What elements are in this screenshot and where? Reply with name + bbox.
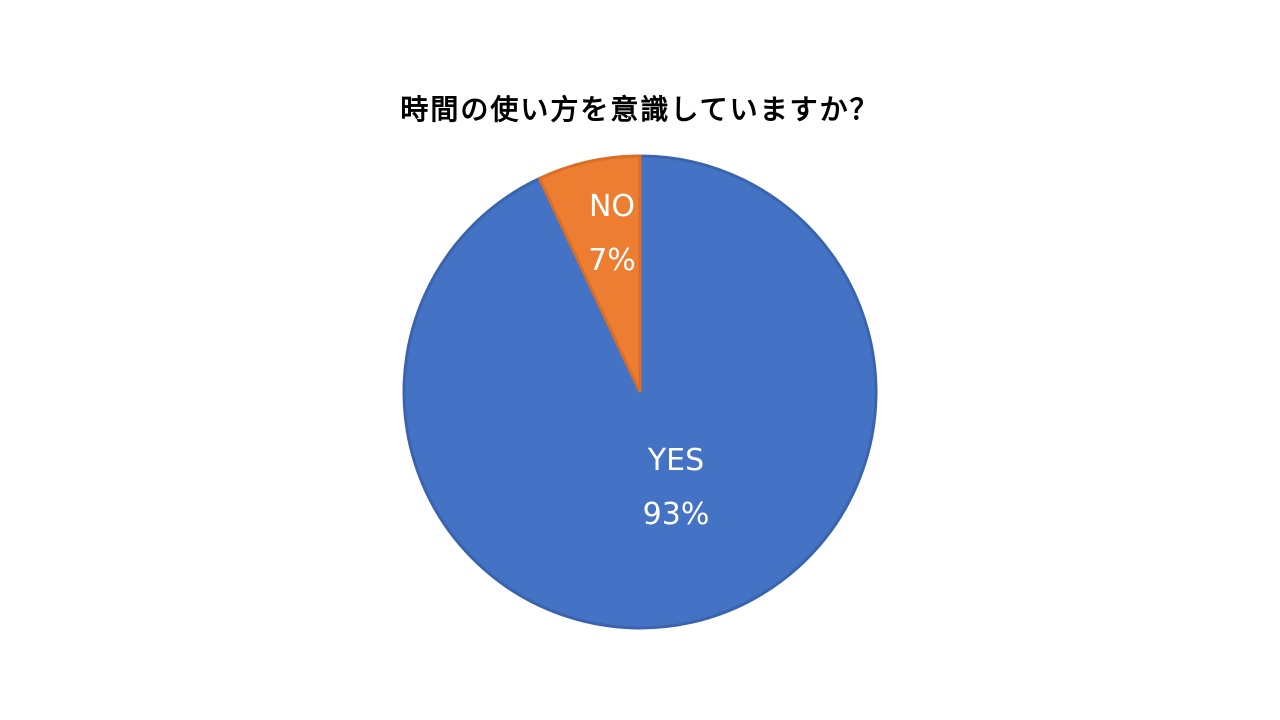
slice-label-no: NO [589, 189, 635, 224]
slice-value-yes: 93% [643, 497, 710, 532]
slice-label-yes: YES [647, 443, 704, 478]
slice-value-no: 7% [588, 243, 636, 278]
pie-slice-no [537, 154, 642, 393]
chart-title: 時間の使い方を意識していますか？ [400, 93, 880, 126]
